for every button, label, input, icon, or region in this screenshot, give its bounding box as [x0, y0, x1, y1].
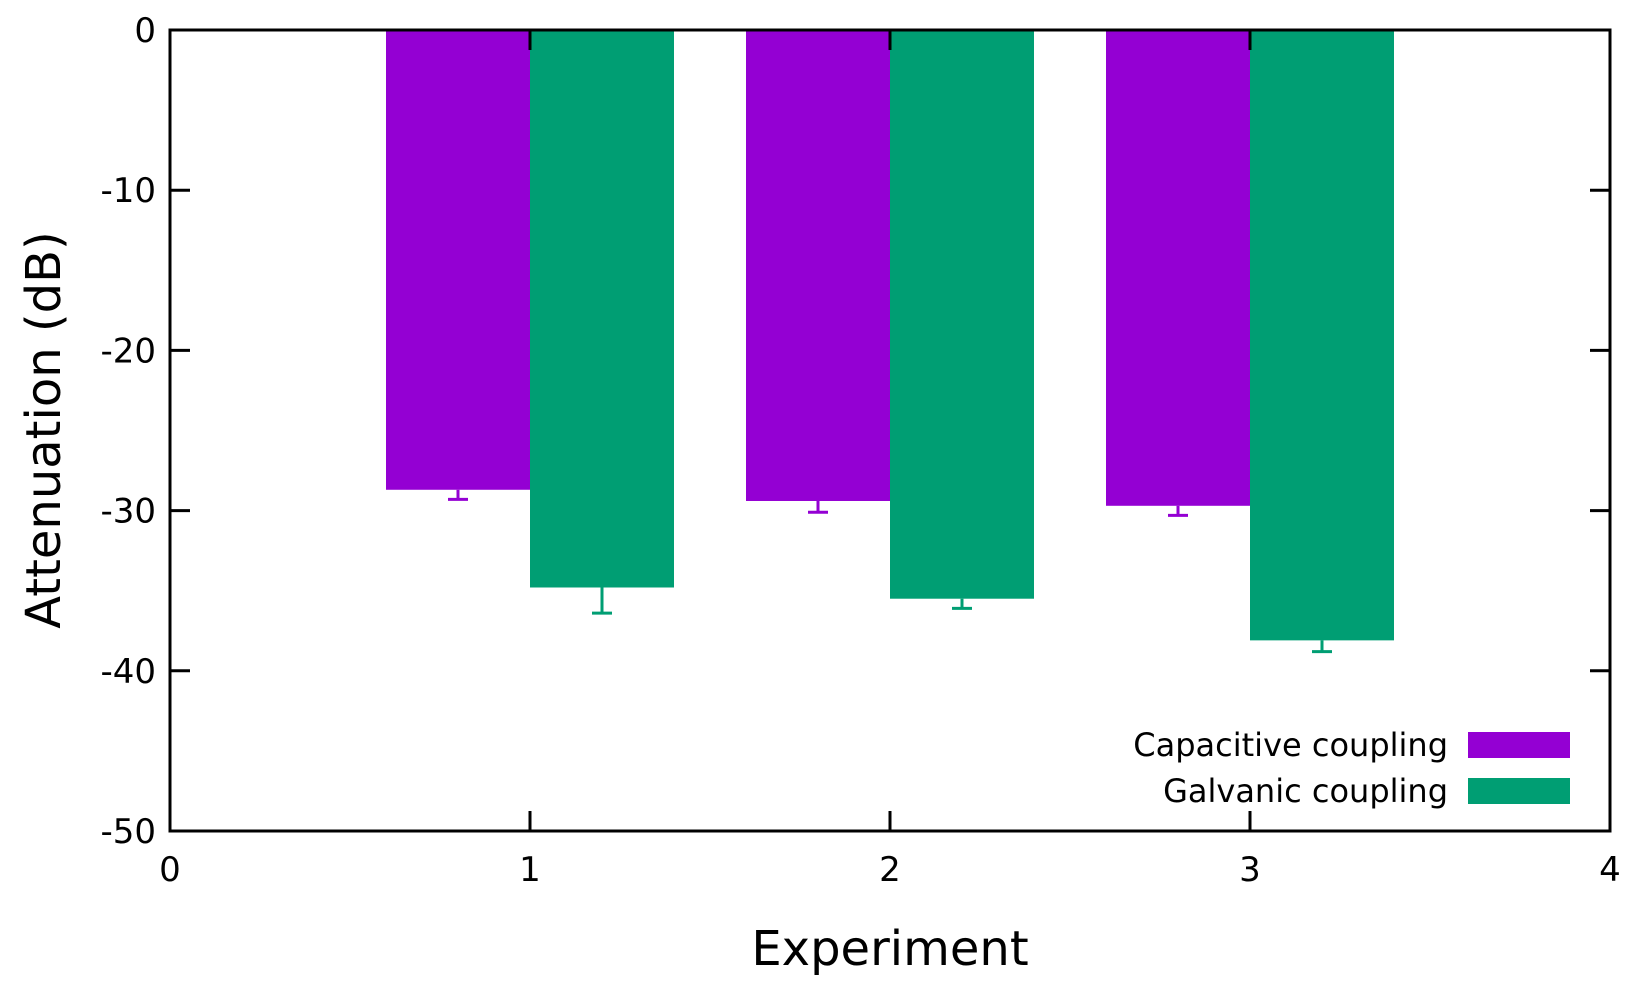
- bar-capacitive-exp3: [1106, 30, 1250, 506]
- y-tick-label--30: -30: [100, 492, 156, 532]
- y-tick-label--50: -50: [100, 812, 156, 852]
- error-bars-layer: [448, 489, 1332, 654]
- bar-capacitive-exp1: [386, 30, 530, 490]
- bar-capacitive-exp2: [746, 30, 890, 501]
- ticks-layer: [170, 30, 1610, 831]
- bar-galvanic-exp2: [890, 30, 1034, 599]
- bars-layer: [386, 30, 1394, 641]
- x-tick-label-2: 2: [879, 850, 901, 890]
- x-tick-label-3: 3: [1239, 850, 1261, 890]
- legend-label-galvanic: Galvanic coupling: [1163, 772, 1448, 810]
- bar-galvanic-exp1: [530, 30, 674, 588]
- y-tick-label--20: -20: [100, 331, 156, 371]
- y-tick-labels: 0 -10 -20 -30 -40 -50: [100, 11, 156, 852]
- x-axis-title: Experiment: [751, 921, 1028, 977]
- x-tick-label-1: 1: [519, 850, 541, 890]
- legend-swatch-galvanic: [1468, 778, 1570, 804]
- y-tick-label--40: -40: [100, 652, 156, 692]
- y-axis-title: Attenuation (dB): [16, 231, 72, 628]
- legend: Capacitive coupling Galvanic coupling: [1133, 726, 1570, 810]
- legend-label-capacitive: Capacitive coupling: [1133, 726, 1448, 764]
- x-tick-labels: 0 1 2 3 4: [159, 850, 1621, 890]
- x-tick-label-0: 0: [159, 850, 181, 890]
- y-tick-label-0: 0: [134, 11, 156, 51]
- y-tick-label--10: -10: [100, 171, 156, 211]
- legend-swatch-capacitive: [1468, 732, 1570, 758]
- bar-galvanic-exp3: [1250, 30, 1394, 641]
- x-tick-label-4: 4: [1599, 850, 1621, 890]
